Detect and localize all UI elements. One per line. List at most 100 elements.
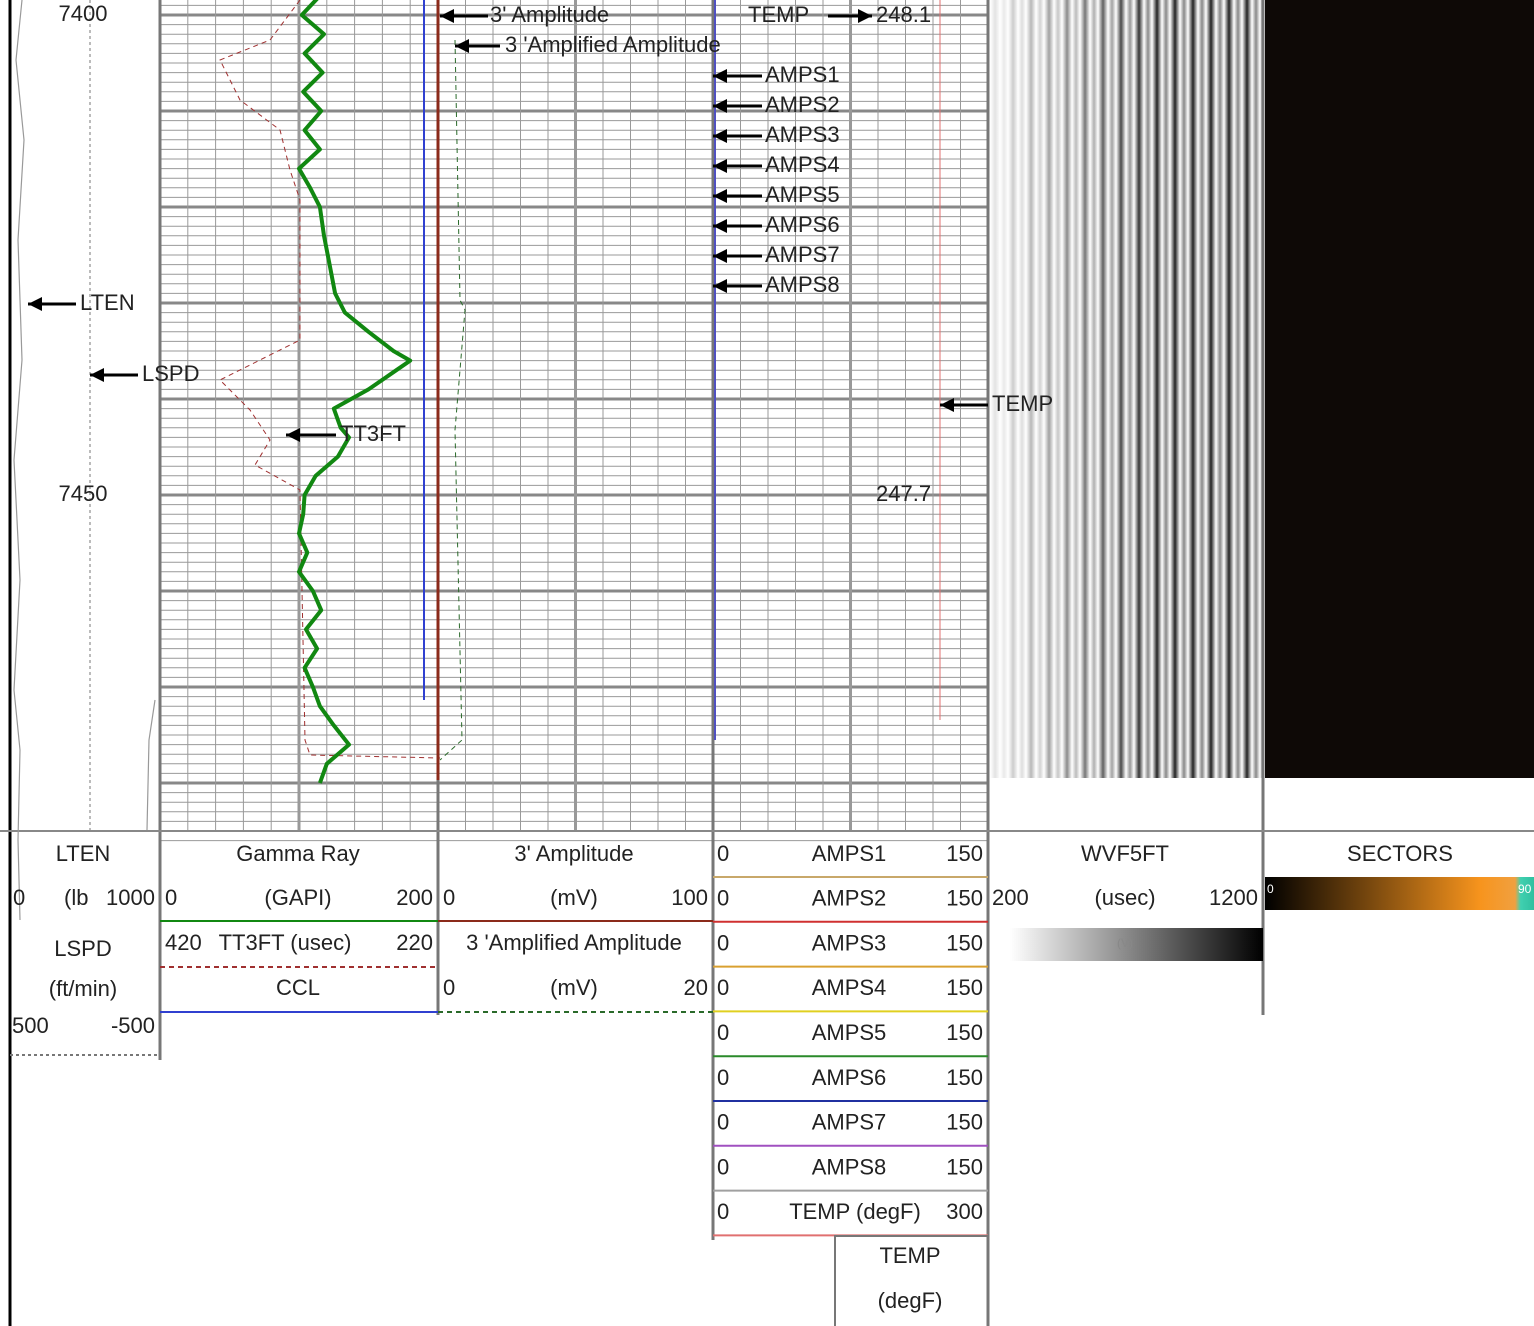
header-text: -500: [111, 1013, 155, 1038]
header-text: 20: [684, 975, 708, 1000]
header-text: 0: [717, 1199, 729, 1224]
header-text: 220: [396, 930, 433, 955]
header-text: AMPS6: [812, 1065, 887, 1090]
header-text: 3' Amplitude: [514, 841, 633, 866]
header-text: AMPS8: [812, 1154, 887, 1179]
header-text: 90: [1518, 882, 1532, 896]
arrow-head: [713, 99, 727, 113]
curve-label: TEMP: [992, 391, 1053, 416]
curve-label: LSPD: [142, 361, 199, 386]
sectors-image: [1265, 0, 1534, 778]
header-text: (lb: [64, 885, 88, 910]
arrow-head: [713, 249, 727, 263]
amplified-curve: [439, 39, 466, 761]
arrow-head: [940, 398, 954, 412]
header-text: 420: [165, 930, 202, 955]
header-text: AMPS1: [812, 841, 887, 866]
arrow-head: [455, 39, 469, 53]
wvf-scale-bar: [1010, 928, 1263, 961]
lten-curve: [13, 0, 25, 921]
arrow-head: [90, 368, 104, 382]
curve-label: TT3FT: [340, 421, 406, 446]
arrow-head: [713, 219, 727, 233]
gamma-ray-layer: [297, 0, 413, 784]
header-text: 0: [443, 885, 455, 910]
header-text: 0: [717, 1020, 729, 1045]
temp-value: 248.1: [876, 2, 931, 27]
header-text: (mV): [550, 975, 598, 1000]
header-text: AMPS2: [812, 886, 887, 911]
header-text: 150: [946, 1065, 983, 1090]
curve-label: AMPS3: [765, 122, 840, 147]
annotations: 7400 7450 3' Amplitude 3 'Amplified Amplitu…: [28, 1, 1053, 506]
header-text: AMPS4: [812, 975, 887, 1000]
header-text: CCL: [276, 975, 320, 1000]
header-text: Gamma Ray: [236, 841, 359, 866]
arrow-head: [28, 297, 42, 311]
header-text: WVF5FT: [1081, 841, 1169, 866]
arrow-head: [713, 129, 727, 143]
arrow-head: [858, 9, 872, 23]
header-text: 0: [13, 885, 25, 910]
header-text: TEMP (degF): [789, 1199, 921, 1224]
curve-label: AMPS2: [765, 92, 840, 117]
header-text: 1200: [1209, 885, 1258, 910]
header-text: 0: [717, 1110, 729, 1135]
header-text: 1000: [106, 885, 155, 910]
header-text: 200: [992, 885, 1029, 910]
header-text: (GAPI): [264, 885, 331, 910]
header-text: 150: [946, 1020, 983, 1045]
header-text: TEMP: [879, 1243, 940, 1268]
sectors-scale-bar: [1265, 877, 1534, 910]
header-text: 0: [1267, 882, 1274, 896]
vdl-image: [990, 0, 1263, 778]
header-text: 300: [946, 1199, 983, 1224]
temp-value: 247.7: [876, 481, 931, 506]
header-text: AMPS3: [812, 930, 887, 955]
header-text: 3 'Amplified Amplitude: [466, 930, 682, 955]
curves: [13, 0, 941, 921]
header-text: 500: [12, 1013, 49, 1038]
curve-label: 3' Amplitude: [490, 2, 609, 27]
header-text: (ft/min): [49, 976, 117, 1001]
header-text: 0: [717, 886, 729, 911]
header-text: 150: [946, 841, 983, 866]
header-text: 0: [717, 1065, 729, 1090]
header-text: 0: [717, 975, 729, 1000]
header-text: 150: [946, 1154, 983, 1179]
curve-label: AMPS4: [765, 152, 840, 177]
arrow-head: [713, 279, 727, 293]
header-text: AMPS7: [812, 1110, 887, 1135]
header-text: 0: [717, 930, 729, 955]
arrow-head: [713, 189, 727, 203]
curve-label: AMPS1: [765, 62, 840, 87]
lten-curve-2: [146, 699, 156, 831]
arrow-head: [713, 69, 727, 83]
header-text: 100: [671, 885, 708, 910]
header-text: 150: [946, 886, 983, 911]
curve-label: TEMP: [748, 2, 809, 27]
header-text: SECTORS: [1347, 841, 1453, 866]
header-text: (usec): [1094, 885, 1155, 910]
header-text: 200: [396, 885, 433, 910]
header-text: LSPD: [54, 936, 111, 961]
tt3ft-curve: [219, 0, 441, 759]
header-text: AMPS5: [812, 1020, 887, 1045]
depth-label: 7450: [59, 481, 108, 506]
depth-label: 7400: [59, 1, 108, 26]
header-text: 0: [165, 885, 177, 910]
header-text: 150: [946, 930, 983, 955]
curve-label: AMPS5: [765, 182, 840, 207]
header-text: LTEN: [56, 841, 111, 866]
arrow-head: [286, 428, 300, 442]
header-text: 150: [946, 1110, 983, 1135]
header-text: TT3FT (usec): [219, 930, 352, 955]
header-text: 0: [717, 841, 729, 866]
header-text: 0: [443, 975, 455, 1000]
header-text: (V): [1117, 936, 1133, 950]
header-text: (mV): [550, 885, 598, 910]
header-text: 150: [946, 975, 983, 1000]
